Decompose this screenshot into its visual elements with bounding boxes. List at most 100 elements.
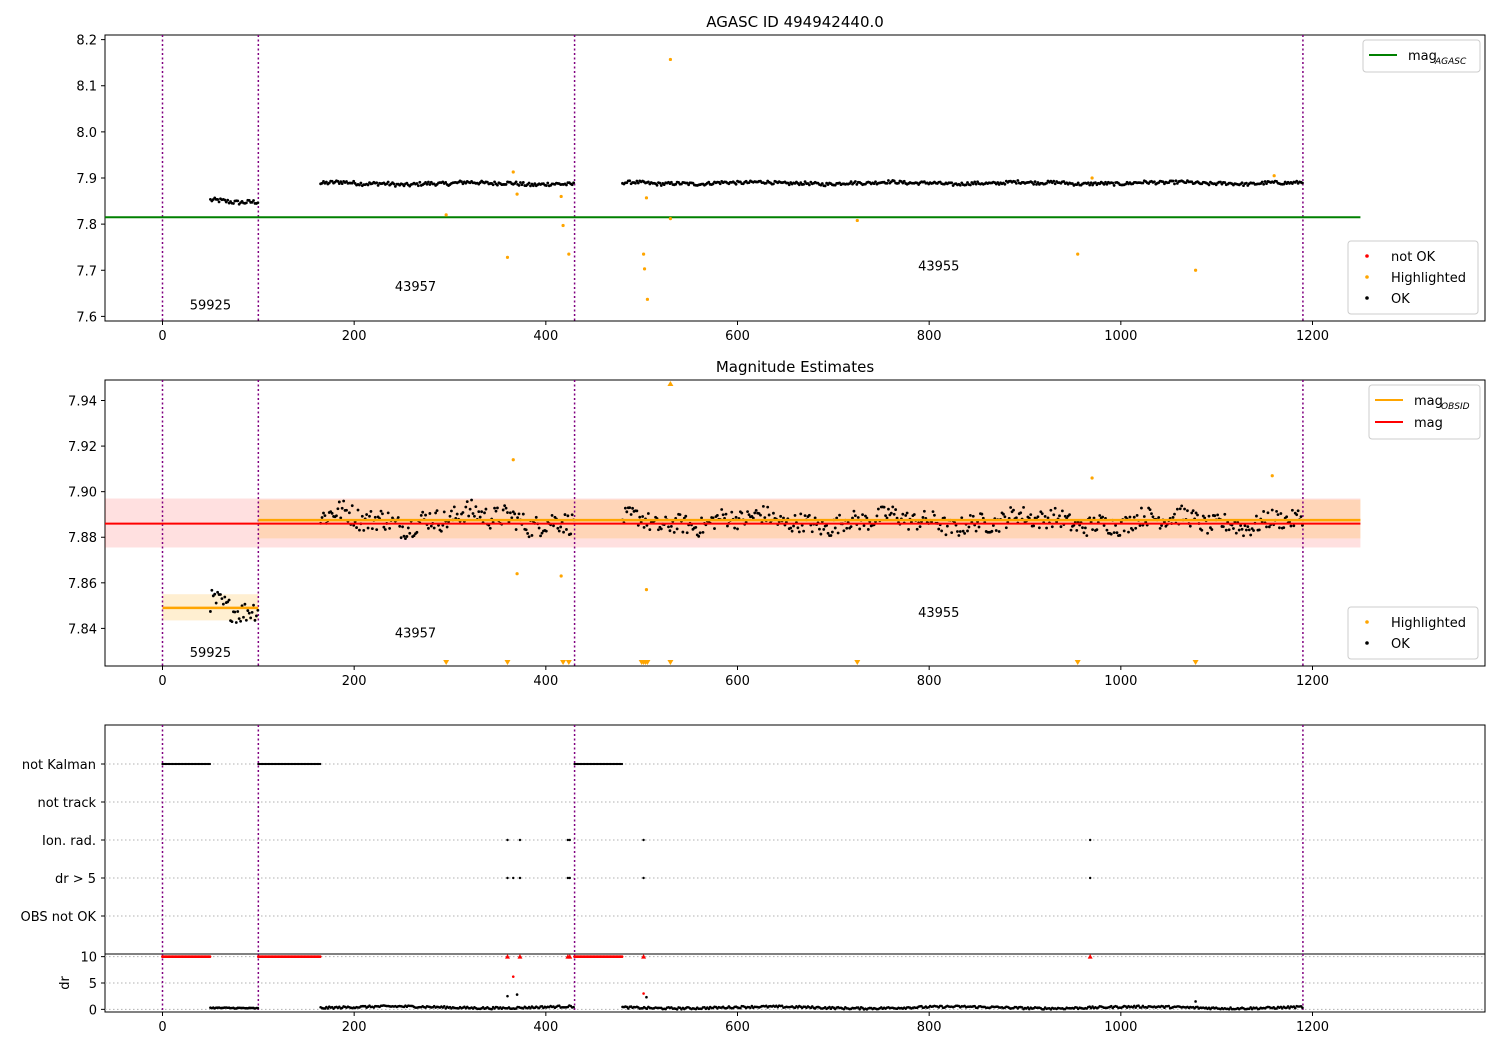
ok-point [853, 180, 857, 183]
ok-point [892, 179, 896, 183]
offscale-low-marker [667, 660, 674, 665]
ok-point [1257, 528, 1261, 532]
dr-outlier-point [642, 992, 645, 995]
x-tick-label: 1200 [1296, 674, 1329, 689]
ok-point [368, 514, 371, 518]
ok-point [1083, 526, 1087, 530]
ok-point [1112, 184, 1116, 187]
y-tick-label: 7.6 [76, 310, 97, 325]
ok-point [1207, 183, 1211, 187]
ok-point [519, 181, 522, 184]
ok-point [849, 525, 853, 529]
y-tick-label: 7.9 [76, 172, 97, 187]
ok-point [734, 182, 738, 186]
ok-point [1275, 509, 1278, 513]
ok-point [1076, 181, 1080, 185]
estimates-point-legend: Highlighted OK [1347, 606, 1479, 660]
ok-point [1184, 181, 1188, 185]
flag-point [568, 838, 571, 842]
ok-point [226, 198, 230, 202]
ok-point [366, 526, 370, 530]
ok-point [802, 182, 806, 186]
ok-point [521, 181, 525, 184]
ok-point [322, 511, 325, 515]
ok-point [1295, 513, 1299, 517]
y-tick-label: 5 [89, 977, 97, 992]
flag-point [566, 876, 570, 880]
legend-box [1368, 384, 1481, 440]
ok-point [1210, 528, 1214, 531]
dr-axis-label: dr [58, 976, 73, 990]
dr-ok-point [572, 1005, 575, 1009]
ok-point [546, 181, 550, 185]
x-tick-label: 400 [533, 674, 558, 689]
ok-point [746, 510, 749, 514]
ok-point [570, 513, 574, 517]
ok-point [902, 179, 906, 183]
ok-point [1299, 515, 1303, 519]
ok-point [1088, 516, 1092, 520]
ok-point [1278, 526, 1281, 530]
ok-point [767, 513, 771, 517]
ok-point [359, 181, 363, 185]
ok-point [416, 184, 420, 188]
ok-point [672, 530, 676, 534]
ok-point [381, 512, 384, 516]
ok-point [1244, 528, 1248, 532]
ok-point [1178, 507, 1182, 511]
ok-point [527, 181, 531, 185]
ok-point [1201, 514, 1205, 518]
dr-ok-point [326, 1007, 330, 1010]
ok-point [1053, 182, 1057, 186]
ok-point [399, 536, 403, 540]
ok-point [707, 180, 711, 184]
ok-point [937, 527, 941, 531]
ok-point [1295, 179, 1299, 183]
ok-point [1046, 516, 1050, 520]
ok-point [517, 512, 521, 516]
x-tick-label: 800 [917, 329, 942, 344]
ok-point [1082, 531, 1086, 535]
ok-point [882, 505, 886, 509]
ok-point [256, 608, 260, 612]
ok-point [1242, 184, 1245, 188]
ok-point [214, 601, 218, 605]
ok-point [517, 183, 521, 187]
ok-point [1016, 179, 1020, 182]
ok-point [471, 512, 475, 515]
highlighted-point [644, 588, 649, 592]
ok-point [419, 513, 423, 517]
ok-point [1255, 514, 1258, 518]
ok-point [483, 511, 486, 515]
ok-point [787, 183, 791, 187]
ok-point [402, 184, 406, 188]
x-tick-label: 600 [725, 1020, 750, 1035]
ok-point [733, 526, 737, 530]
ok-point [625, 510, 629, 514]
ok-point [754, 508, 758, 512]
ok-point [635, 509, 639, 513]
ok-point [345, 508, 348, 512]
ok-point [243, 602, 247, 606]
ok-point [1243, 524, 1247, 528]
ok-point [1160, 524, 1163, 527]
ok-point [826, 531, 830, 535]
flag-point [506, 838, 509, 842]
ok-point [375, 528, 379, 532]
ok-point [1004, 526, 1008, 530]
ok-point [1111, 181, 1115, 185]
ok-point [759, 513, 762, 517]
ok-point [429, 524, 433, 528]
ok-point [386, 511, 390, 515]
ok-point [858, 527, 862, 531]
ok-point [944, 533, 948, 537]
ok-point [874, 180, 877, 184]
y-tick-label: 7.84 [68, 622, 97, 637]
ok-point [1282, 526, 1286, 530]
ok-point [825, 524, 829, 527]
ok-point [493, 180, 496, 184]
x-tick-label: 0 [158, 1020, 166, 1035]
legend-line-label: mag [1414, 416, 1443, 431]
ok-point [1223, 181, 1227, 184]
